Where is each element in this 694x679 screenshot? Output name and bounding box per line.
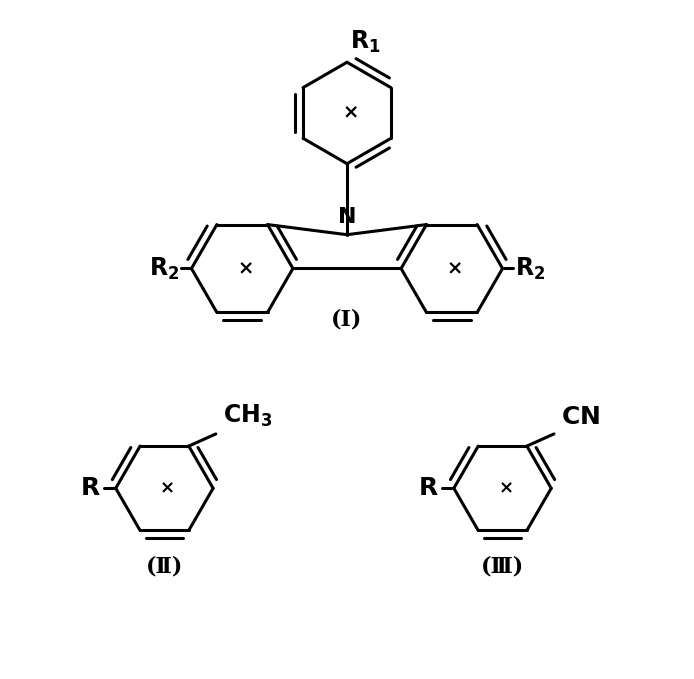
Text: (Ⅱ): (Ⅱ) <box>146 555 183 577</box>
Text: $\mathbf{CN}$: $\mathbf{CN}$ <box>561 405 600 429</box>
Text: ×: × <box>342 103 359 122</box>
Text: (Ⅲ): (Ⅲ) <box>481 555 524 577</box>
Text: (Ⅰ): (Ⅰ) <box>331 308 363 330</box>
Text: $\mathbf{R_1}$: $\mathbf{R_1}$ <box>350 29 381 56</box>
Text: $\mathbf{R}$: $\mathbf{R}$ <box>81 476 101 500</box>
Text: N: N <box>338 206 356 227</box>
Text: ×: × <box>498 479 514 497</box>
Text: ×: × <box>447 259 464 278</box>
Text: ×: × <box>237 259 254 278</box>
Text: $\mathbf{R_2}$: $\mathbf{R_2}$ <box>515 255 545 282</box>
Text: $\mathbf{R_2}$: $\mathbf{R_2}$ <box>149 255 179 282</box>
Text: ×: × <box>160 479 176 497</box>
Text: $\mathbf{R}$: $\mathbf{R}$ <box>418 476 439 500</box>
Text: $\mathbf{CH_3}$: $\mathbf{CH_3}$ <box>223 403 272 429</box>
